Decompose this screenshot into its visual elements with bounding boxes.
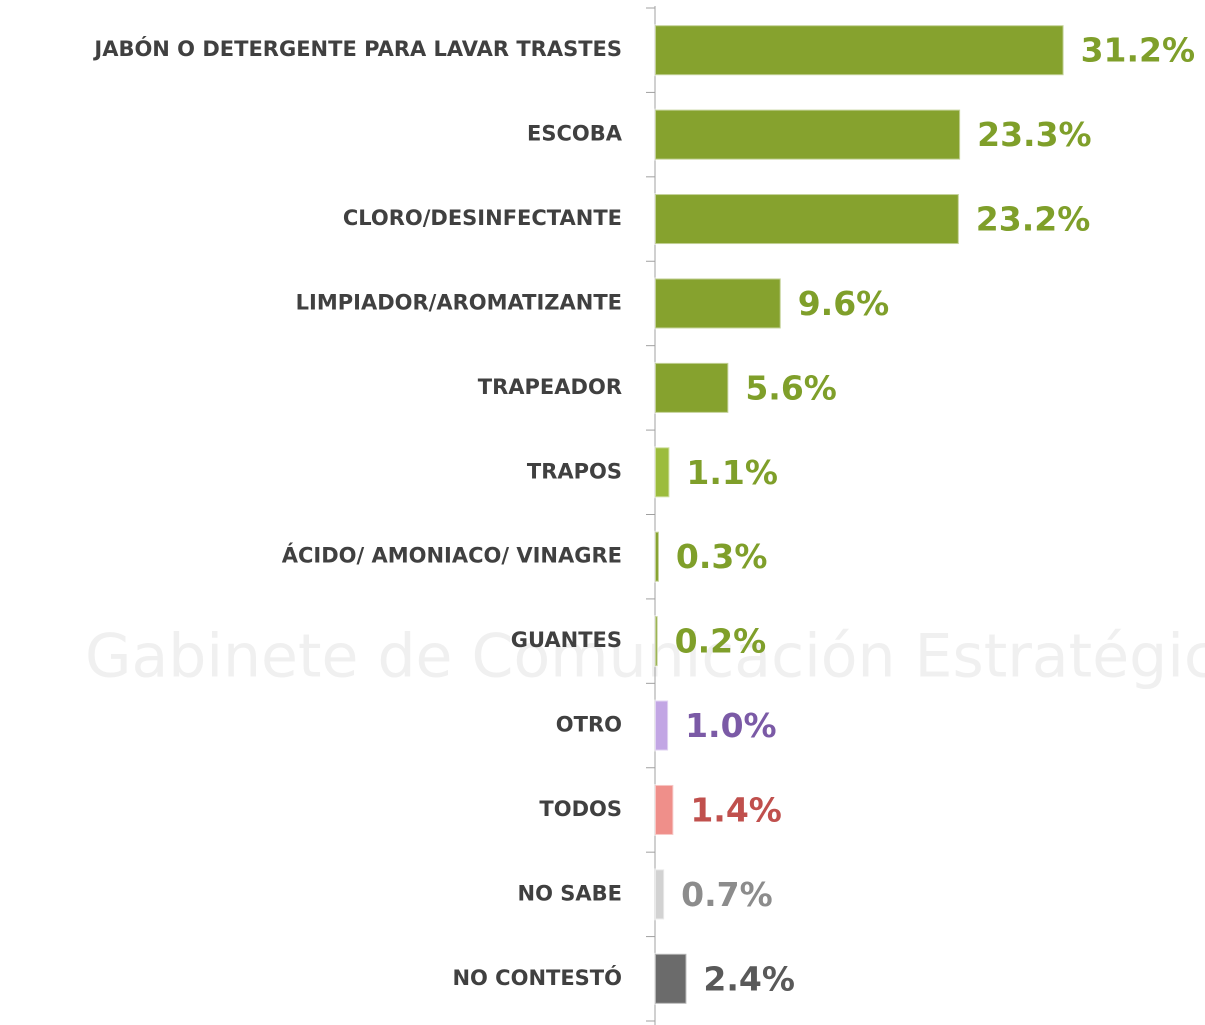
category-label: LIMPIADOR/AROMATIZANTE [296, 290, 622, 314]
bar [654, 530, 660, 583]
value-label: 2.4% [703, 959, 795, 998]
category-label: TRAPOS [527, 459, 622, 483]
value-label: 23.2% [976, 200, 1091, 239]
value-label: 0.3% [676, 537, 768, 576]
value-label: 31.2% [1081, 31, 1196, 70]
bar [654, 868, 666, 921]
bar [654, 277, 782, 330]
category-label: TODOS [539, 797, 622, 821]
category-label: JABÓN O DETERGENTE PARA LAVAR TRASTES [92, 36, 622, 61]
value-label: 1.0% [685, 706, 777, 745]
bar [654, 108, 962, 161]
bar [654, 193, 960, 246]
bar [654, 361, 730, 414]
bar [654, 952, 688, 1005]
value-label: 1.4% [690, 790, 782, 829]
bar [654, 783, 675, 836]
value-label: 9.6% [798, 284, 890, 323]
value-label: 23.3% [977, 115, 1092, 154]
category-label: TRAPEADOR [478, 375, 622, 399]
category-label: NO SABE [518, 881, 622, 905]
category-label: CLORO/DESINFECTANTE [343, 206, 622, 230]
bar [654, 446, 671, 499]
bar [654, 615, 659, 668]
category-label: ESCOBA [527, 122, 623, 146]
watermark: Gabinete de Comunicación Estratégica [85, 622, 1205, 692]
bar [654, 699, 670, 752]
category-label: GUANTES [511, 628, 622, 652]
value-label: 0.2% [675, 622, 767, 661]
category-label: OTRO [556, 713, 622, 737]
value-label: 0.7% [681, 875, 773, 914]
value-label: 5.6% [745, 368, 837, 407]
bar [654, 24, 1065, 77]
value-label: 1.1% [686, 453, 778, 492]
category-label: ÁCIDO/ AMONIACO/ VINAGRE [282, 543, 622, 568]
category-label: NO CONTESTÓ [452, 965, 622, 990]
